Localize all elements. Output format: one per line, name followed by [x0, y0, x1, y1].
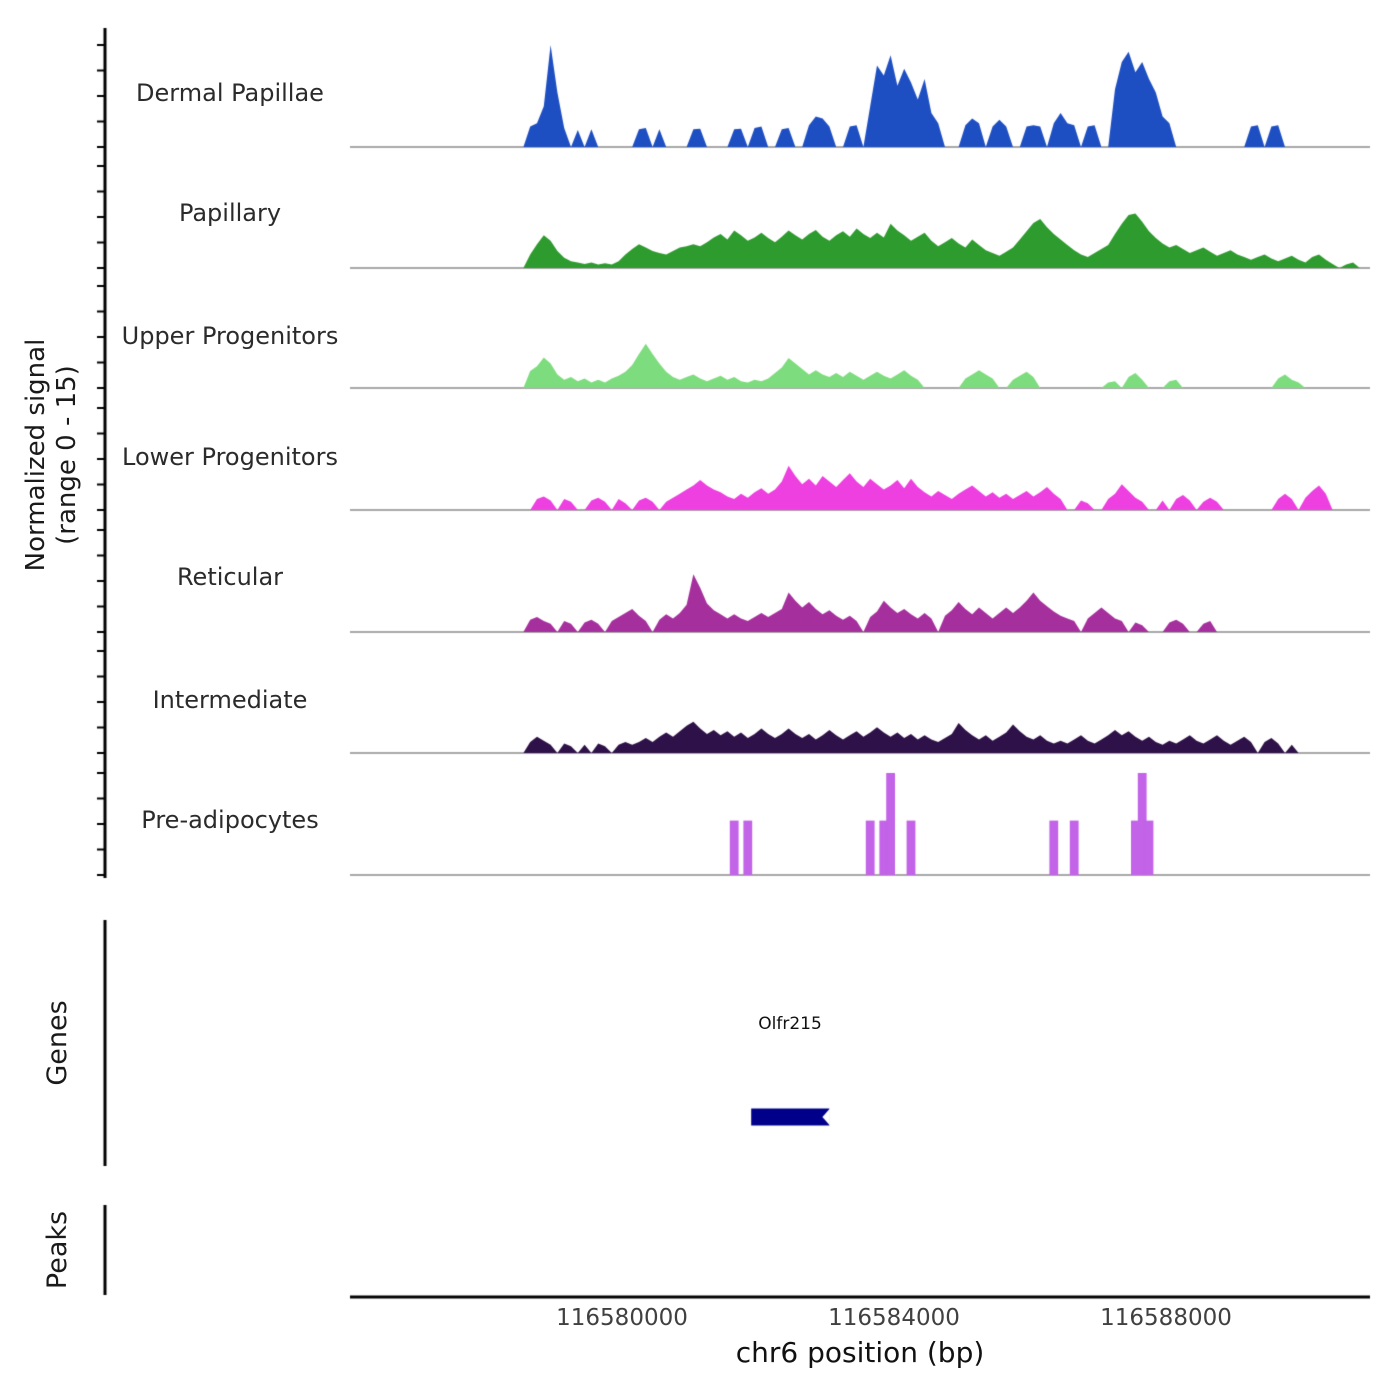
track-label-lower-progenitors: Lower Progenitors — [122, 443, 338, 471]
x-axis-title: chr6 position (bp) — [735, 1336, 985, 1369]
peaks-section-label: Peaks — [42, 1210, 73, 1290]
track-label-papillary: Papillary — [178, 199, 282, 227]
track-label-reticular: Reticular — [176, 563, 284, 591]
x-tick-116584000: 116584000 — [828, 1305, 960, 1331]
y-axis-label-line1: Normalized signal — [21, 338, 51, 572]
track-label-pre-adipocytes: Pre-adipocytes — [141, 806, 319, 834]
track-label-intermediate: Intermediate — [152, 686, 308, 714]
track-label-dermal-papillae: Dermal Papillae — [136, 79, 324, 107]
x-tick-116588000: 116588000 — [1100, 1305, 1232, 1331]
genes-section-label: Genes — [42, 1000, 73, 1086]
x-tick-116580000: 116580000 — [556, 1305, 688, 1331]
track-label-upper-progenitors: Upper Progenitors — [121, 322, 339, 350]
gene-name-olfr215: Olfr215 — [758, 1014, 822, 1034]
